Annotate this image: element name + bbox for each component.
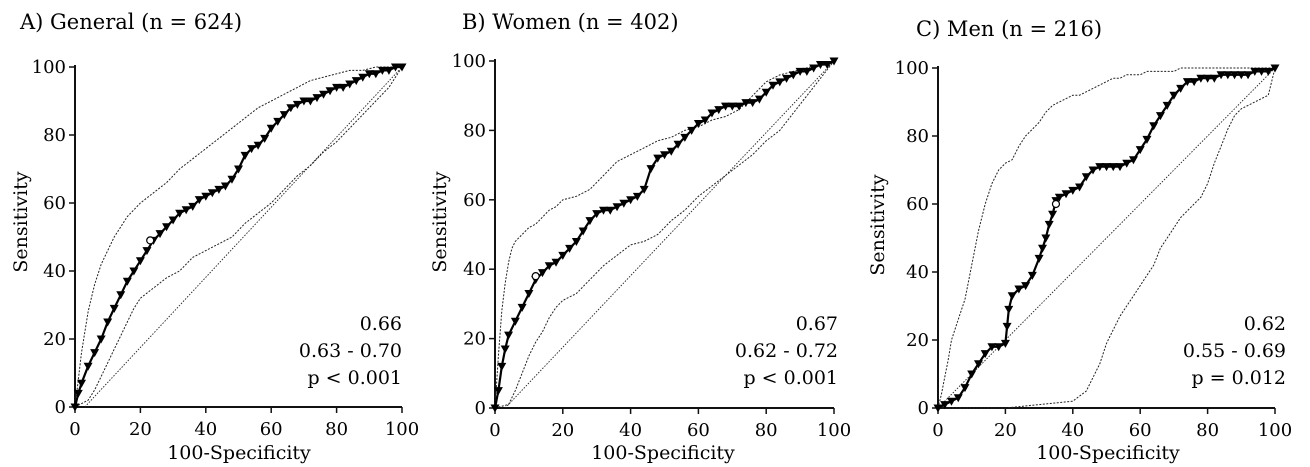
y-tick-label: 80 bbox=[906, 126, 929, 147]
roc-point bbox=[501, 346, 510, 354]
roc-point bbox=[1045, 221, 1054, 229]
y-tick-label: 0 bbox=[475, 398, 486, 419]
roc-point bbox=[497, 363, 506, 371]
roc-point bbox=[1041, 235, 1050, 243]
cutoff-marker bbox=[1052, 201, 1059, 208]
panel-title: A) General (n = 624) bbox=[19, 10, 242, 34]
y-axis-label: Sensitivity bbox=[429, 171, 451, 272]
panel-general: A) General (n = 624) Sensitivity 100-Spe… bbox=[10, 10, 419, 464]
y-tick-label: 60 bbox=[463, 190, 486, 211]
auc-ci: 0.63 - 0.70 bbox=[299, 340, 402, 362]
roc-point bbox=[1149, 122, 1158, 130]
x-tick-label: 60 bbox=[260, 419, 283, 440]
roc-point bbox=[1003, 323, 1012, 331]
cutoff-marker bbox=[147, 237, 154, 244]
roc-point bbox=[646, 165, 655, 173]
y-tick-label: 60 bbox=[906, 194, 929, 215]
roc-point bbox=[1048, 211, 1057, 219]
x-tick-label: 20 bbox=[994, 420, 1017, 441]
x-tick-label: 40 bbox=[619, 420, 642, 441]
roc-point bbox=[97, 336, 106, 344]
roc-point bbox=[116, 291, 125, 299]
panel-women: B) Women (n = 402) Sensitivity 100-Speci… bbox=[429, 10, 851, 464]
x-tick-label: 20 bbox=[551, 420, 574, 441]
roc-point bbox=[1035, 255, 1044, 263]
roc-point bbox=[110, 305, 119, 313]
y-tick-label: 100 bbox=[895, 58, 929, 79]
roc-point bbox=[1008, 292, 1017, 300]
x-tick-label: 0 bbox=[932, 420, 943, 441]
panel-men: C) Men (n = 216) Sensitivity 100-Specifi… bbox=[867, 17, 1292, 464]
auc-ci: 0.55 - 0.69 bbox=[1183, 340, 1286, 362]
y-axis-label: Sensitivity bbox=[10, 171, 32, 272]
y-tick-label: 80 bbox=[43, 125, 66, 146]
x-tick-label: 40 bbox=[194, 419, 217, 440]
y-tick-label: 20 bbox=[43, 329, 66, 350]
panel-title: C) Men (n = 216) bbox=[916, 17, 1102, 41]
y-tick-label: 0 bbox=[55, 397, 66, 418]
roc-point bbox=[511, 318, 520, 326]
roc-point bbox=[518, 304, 527, 312]
x-tick-label: 20 bbox=[129, 419, 152, 440]
y-tick-label: 20 bbox=[906, 330, 929, 351]
y-tick-label: 40 bbox=[463, 259, 486, 280]
auc-value: 0.62 bbox=[1244, 313, 1286, 335]
roc-point bbox=[241, 152, 250, 160]
x-axis-label: 100-Specificity bbox=[167, 442, 311, 464]
x-tick-label: 0 bbox=[69, 419, 80, 440]
roc-point bbox=[504, 332, 513, 340]
y-tick-label: 40 bbox=[43, 261, 66, 282]
auc-ci: 0.62 - 0.72 bbox=[735, 340, 838, 362]
x-tick-label: 60 bbox=[687, 420, 710, 441]
roc-point bbox=[90, 349, 99, 357]
p-value: p < 0.001 bbox=[743, 367, 838, 389]
y-tick-label: 0 bbox=[918, 398, 929, 419]
x-tick-label: 80 bbox=[325, 419, 348, 440]
x-tick-label: 100 bbox=[385, 419, 419, 440]
y-tick-label: 40 bbox=[906, 262, 929, 283]
y-tick-label: 100 bbox=[32, 57, 66, 78]
x-tick-label: 80 bbox=[755, 420, 778, 441]
roc-point bbox=[123, 278, 132, 286]
x-tick-label: 100 bbox=[1258, 420, 1292, 441]
x-tick-label: 80 bbox=[1196, 420, 1219, 441]
p-value: p < 0.001 bbox=[307, 367, 402, 389]
y-axis-label: Sensitivity bbox=[867, 174, 889, 275]
y-tick-label: 20 bbox=[463, 329, 486, 350]
x-tick-label: 40 bbox=[1061, 420, 1084, 441]
roc-point bbox=[103, 319, 112, 327]
roc-point bbox=[1038, 245, 1047, 253]
auc-value: 0.67 bbox=[796, 313, 838, 335]
roc-point bbox=[1004, 306, 1013, 314]
y-tick-label: 60 bbox=[43, 193, 66, 214]
x-axis-label: 100-Specificity bbox=[1036, 442, 1180, 464]
p-value: p = 0.012 bbox=[1191, 367, 1286, 389]
roc-point bbox=[84, 363, 93, 371]
x-axis-label: 100-Specificity bbox=[591, 442, 735, 464]
auc-value: 0.66 bbox=[360, 313, 402, 335]
cutoff-marker bbox=[532, 273, 539, 280]
x-tick-label: 60 bbox=[1129, 420, 1152, 441]
x-tick-label: 0 bbox=[489, 420, 500, 441]
roc-point bbox=[524, 290, 533, 298]
y-tick-label: 100 bbox=[452, 51, 486, 72]
y-tick-label: 80 bbox=[463, 120, 486, 141]
x-tick-label: 100 bbox=[817, 420, 851, 441]
roc-point bbox=[77, 380, 86, 388]
panel-title: B) Women (n = 402) bbox=[462, 10, 679, 34]
